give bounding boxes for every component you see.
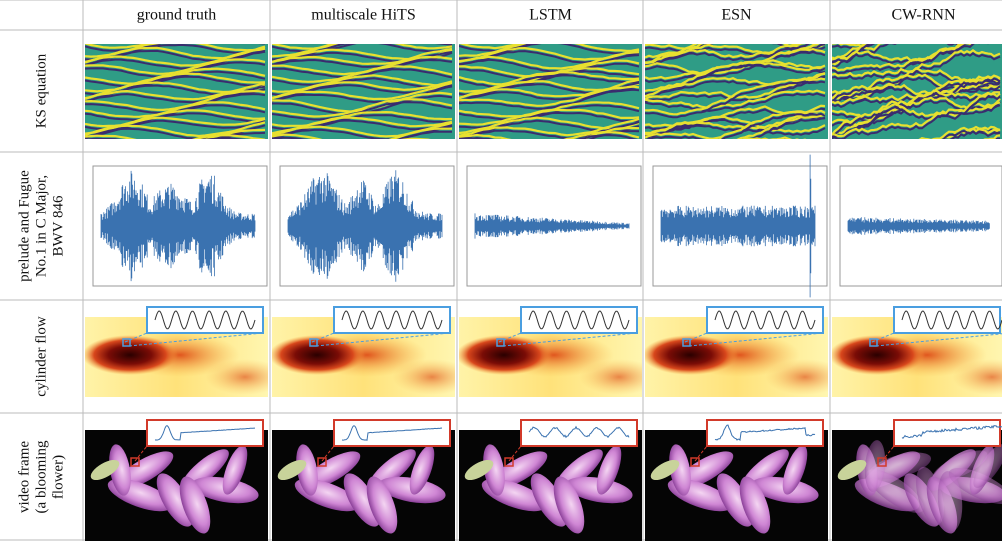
column-header: ground truth [137, 7, 217, 24]
row-label: No.1 in C Major, [33, 175, 49, 277]
row-label: flower) [50, 455, 66, 499]
ks-stripe [272, 139, 452, 154]
column-header: multiscale HiTS [311, 7, 415, 24]
ks-stripe [459, 147, 639, 163]
ks-stripe [272, 146, 452, 163]
ks-stripe [832, 139, 1000, 169]
row-label: video frame [16, 441, 32, 513]
cell-image [272, 8, 455, 181]
ks-stripe [272, 24, 452, 40]
ks-stripe [459, 22, 639, 40]
ks-stripe [272, 27, 452, 43]
row-label: BWV 846 [50, 195, 66, 256]
row-label: prelude and Fugue [16, 170, 32, 282]
ks-stripe [85, 26, 265, 44]
zoom-box [894, 420, 1000, 446]
ks-stripe [272, 142, 452, 157]
cell-image [645, 0, 828, 181]
ks-stripe [645, 22, 825, 42]
ks-stripe [832, 136, 1000, 170]
cell-image [85, 6, 268, 182]
ks-stripe [85, 146, 265, 163]
ks-stripe [645, 138, 825, 163]
column-header: LSTM [529, 7, 572, 24]
cell-image [459, 3, 642, 180]
ks-stripe [85, 143, 265, 160]
row-label: (a blooming [33, 440, 49, 513]
column-header: ESN [721, 7, 752, 24]
ks-stripe [645, 141, 825, 166]
figure: ground truth multiscale HiTS LSTM ESN CW-RNN… [0, 0, 1002, 541]
ks-stripe [85, 23, 265, 41]
row-label: KS equation [33, 53, 49, 128]
zoom-box [147, 420, 263, 446]
page: ground truth multiscale HiTS LSTM ESN CW-RNN… [0, 0, 1002, 541]
zoom-box [334, 420, 450, 446]
zoom-box [521, 420, 637, 446]
row-label: cylinder flow [33, 316, 49, 397]
cell-image [832, 0, 1002, 185]
column-header: CW-RNN [892, 7, 956, 24]
